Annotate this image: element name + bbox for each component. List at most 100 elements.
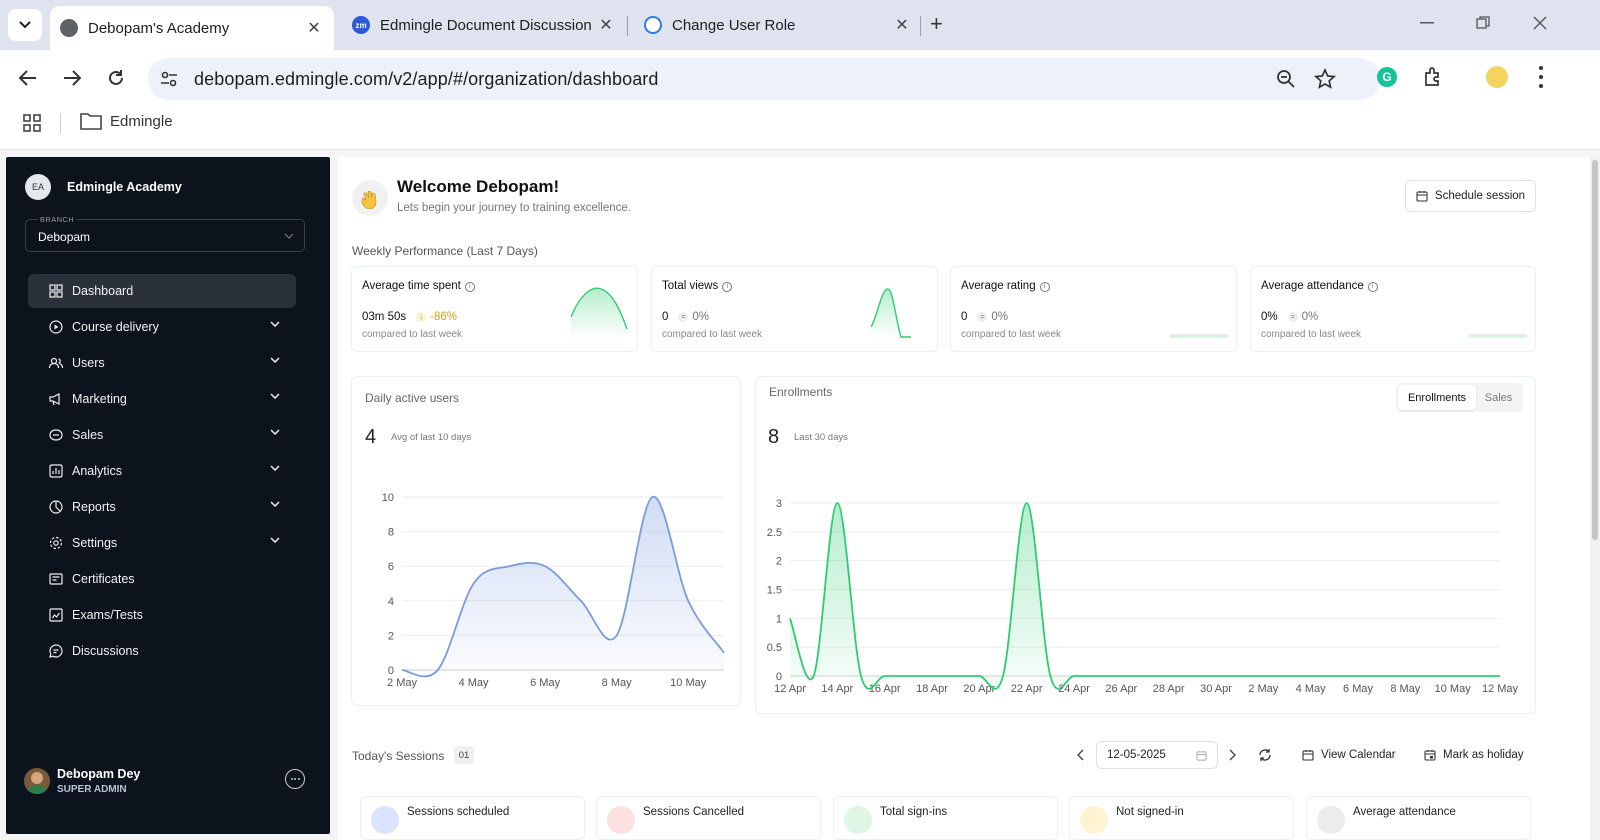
chevron-down-icon[interactable] — [270, 393, 280, 399]
restore-icon[interactable] — [1476, 16, 1490, 30]
view-calendar-button[interactable]: View Calendar — [1302, 749, 1396, 761]
sidebar-item-marketing[interactable]: Marketing — [28, 382, 296, 416]
data-point[interactable] — [1498, 674, 1503, 679]
tab-debopams-academy[interactable]: Debopam's Academy ✕ — [50, 6, 334, 50]
chevron-down-icon[interactable] — [270, 501, 280, 507]
branch-select[interactable]: BRANCH Debopam — [25, 215, 305, 252]
close-tab-icon[interactable]: ✕ — [895, 17, 909, 34]
data-point[interactable] — [1403, 674, 1408, 679]
sidebar-item-reports[interactable]: Reports — [28, 490, 296, 524]
schedule-session-button[interactable]: Schedule session — [1405, 180, 1536, 212]
info-icon[interactable]: i — [722, 282, 733, 292]
info-icon[interactable]: i — [1039, 282, 1050, 292]
bookmark-folder-edmingle[interactable]: Edmingle — [80, 112, 173, 130]
tab-edmingle-document[interactable]: zm Edmingle Document Discussion ✕ — [348, 6, 620, 44]
data-point[interactable] — [859, 674, 864, 679]
data-point[interactable] — [686, 598, 691, 603]
data-point[interactable] — [543, 564, 548, 569]
info-icon[interactable]: i — [1367, 282, 1378, 292]
reload-button[interactable] — [104, 66, 128, 90]
scrollbar-thumb[interactable] — [1592, 160, 1598, 540]
data-point[interactable] — [1308, 674, 1313, 679]
data-point[interactable] — [1237, 674, 1242, 679]
data-point[interactable] — [1427, 674, 1432, 679]
chevron-down-icon[interactable] — [270, 465, 280, 471]
data-point[interactable] — [435, 668, 440, 673]
tab-change-user-role[interactable]: Change User Role ✕ — [640, 6, 916, 44]
info-icon[interactable]: i — [464, 282, 475, 292]
data-point[interactable] — [471, 581, 476, 586]
apps-grid-icon[interactable] — [22, 113, 42, 133]
data-point[interactable] — [614, 633, 619, 638]
browser-menu-icon[interactable] — [1538, 66, 1544, 88]
sidebar-item-users[interactable]: Users — [28, 346, 296, 380]
next-date-icon[interactable] — [1228, 749, 1236, 761]
data-point[interactable] — [1379, 674, 1384, 679]
data-point[interactable] — [1450, 674, 1455, 679]
chevron-down-icon[interactable] — [270, 537, 280, 543]
sidebar-item-certificates[interactable]: Certificates — [28, 562, 296, 596]
data-point[interactable] — [650, 495, 655, 500]
data-point[interactable] — [1474, 674, 1479, 679]
data-point[interactable] — [1001, 674, 1006, 679]
data-point[interactable] — [906, 674, 911, 679]
data-point[interactable] — [835, 501, 840, 506]
toggle-sales[interactable]: Sales — [1484, 391, 1513, 404]
data-point[interactable] — [1072, 674, 1077, 679]
forward-button[interactable] — [60, 66, 84, 90]
user-avatar[interactable] — [24, 768, 50, 794]
zoom-icon[interactable] — [1276, 69, 1296, 89]
data-point[interactable] — [1143, 674, 1148, 679]
chevron-down-icon[interactable] — [270, 357, 280, 363]
sidebar-item-sales[interactable]: Sales — [28, 418, 296, 452]
data-point[interactable] — [578, 598, 583, 603]
data-point[interactable] — [1285, 674, 1290, 679]
session-date-input[interactable]: 12-05-2025 — [1096, 741, 1218, 769]
toggle-enrollments[interactable]: Enrollments — [1398, 385, 1476, 410]
prev-date-icon[interactable] — [1077, 749, 1085, 761]
site-settings-icon[interactable] — [160, 70, 178, 88]
extensions-icon[interactable] — [1422, 66, 1444, 88]
sidebar-item-dashboard[interactable]: Dashboard — [28, 274, 296, 308]
data-point[interactable] — [1095, 674, 1100, 679]
chevron-down-icon[interactable] — [270, 321, 280, 327]
address-bar[interactable]: debopam.edmingle.com/v2/app/#/organizati… — [148, 58, 1380, 100]
data-point[interactable] — [1190, 674, 1195, 679]
refresh-icon[interactable] — [1258, 748, 1272, 762]
bookmark-star-icon[interactable] — [1314, 68, 1336, 90]
close-window-icon[interactable] — [1533, 16, 1547, 30]
close-tab-icon[interactable]: ✕ — [599, 17, 613, 34]
data-point[interactable] — [1214, 674, 1219, 679]
close-tab-icon[interactable]: ✕ — [307, 20, 321, 37]
tab-search-button[interactable] — [8, 9, 42, 41]
grammarly-icon[interactable]: G — [1377, 67, 1397, 87]
data-point[interactable] — [1048, 674, 1053, 679]
data-point[interactable] — [1166, 674, 1171, 679]
data-point[interactable] — [811, 674, 816, 679]
data-point[interactable] — [400, 668, 405, 673]
chevron-down-icon[interactable] — [270, 429, 280, 435]
new-tab-button[interactable]: + — [930, 11, 943, 36]
back-button[interactable] — [16, 66, 40, 90]
sidebar-item-discussions[interactable]: Discussions — [28, 634, 296, 668]
sidebar-item-analytics[interactable]: Analytics — [28, 454, 296, 488]
sidebar-item-settings[interactable]: Settings — [28, 526, 296, 560]
data-point[interactable] — [1356, 674, 1361, 679]
data-point[interactable] — [722, 650, 727, 655]
data-point[interactable] — [1261, 674, 1266, 679]
data-point[interactable] — [882, 674, 887, 679]
profile-avatar-icon[interactable] — [1486, 66, 1508, 88]
data-point[interactable] — [1024, 501, 1029, 506]
data-point[interactable] — [977, 674, 982, 679]
mark-holiday-button[interactable]: Mark as holiday — [1424, 749, 1524, 761]
data-point[interactable] — [953, 674, 958, 679]
sidebar-item-exams-tests[interactable]: Exams/Tests — [28, 598, 296, 632]
data-point[interactable] — [507, 564, 512, 569]
data-point[interactable] — [930, 674, 935, 679]
sidebar-item-course-delivery[interactable]: Course delivery — [28, 310, 296, 344]
data-point[interactable] — [788, 616, 793, 621]
data-point[interactable] — [1119, 674, 1124, 679]
user-menu-icon[interactable] — [285, 769, 305, 789]
data-point[interactable] — [1332, 674, 1337, 679]
minimize-icon[interactable] — [1420, 22, 1434, 24]
